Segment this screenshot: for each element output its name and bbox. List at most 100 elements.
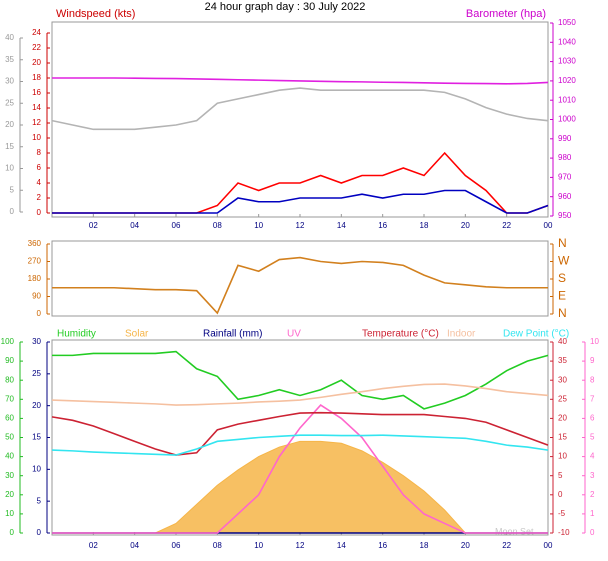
y2-tick-label: 980	[558, 153, 572, 162]
line	[52, 403, 548, 534]
line	[52, 256, 548, 315]
y-tick-label: 8	[37, 148, 42, 157]
y2-tick-label: 0	[558, 490, 563, 499]
y-tick-label: 20	[32, 58, 41, 67]
x-tick-label: 14	[337, 541, 346, 550]
y-tick-label: 10	[5, 509, 14, 518]
y4-tick-label: 4	[590, 452, 595, 461]
legend-entry: Solar	[125, 329, 149, 340]
y-tick-label: 360	[28, 239, 42, 248]
line	[52, 189, 549, 214]
y-tick-label: 18	[32, 73, 41, 82]
y-tick-label: 22	[32, 43, 41, 52]
y2-tick-label: E	[558, 289, 566, 303]
y-tick-label: 50	[5, 433, 14, 442]
y2-tick-label: -10	[558, 528, 570, 537]
line	[52, 77, 549, 85]
y3-tick-label: 10	[32, 464, 41, 473]
y4-tick-label: 2	[590, 490, 595, 499]
x-tick-label: 02	[89, 221, 98, 230]
y-tick-label: 16	[32, 88, 41, 97]
line	[51, 383, 549, 406]
x-tick-label: 12	[296, 221, 305, 230]
y-tick-label: 20	[5, 490, 14, 499]
y2-tick-label: 1030	[558, 57, 576, 66]
panel-wind	[51, 21, 549, 218]
y-tick-label: 14	[32, 103, 41, 112]
y2-tick-label: 5	[558, 471, 563, 480]
legend-entry: Dew Point (°C)	[503, 329, 569, 340]
y-tick-label: 24	[32, 28, 41, 37]
x-tick-label: 08	[213, 221, 222, 230]
x-tick-label: 06	[172, 541, 181, 550]
line	[51, 87, 549, 131]
y3-tick-label: 15	[32, 433, 41, 442]
y3-tick-label: 30	[32, 337, 41, 346]
x-tick-label: 22	[502, 221, 511, 230]
y-tick-label: 70	[5, 394, 14, 403]
legend-entry: Indoor	[447, 329, 476, 340]
y-tick-label: 0	[10, 528, 15, 537]
x-tick-label: 00	[544, 221, 553, 230]
y2-tick-label: N	[558, 236, 567, 250]
y-tick-label: 60	[5, 414, 14, 423]
x-tick-label: 20	[461, 221, 470, 230]
y4-tick-label: 9	[590, 356, 595, 365]
y2-axis-label: Barometer (hpa)	[466, 8, 546, 20]
y2-tick-label: 950	[558, 211, 572, 220]
y-tick-label: 6	[37, 163, 42, 172]
y2-tick-label: 960	[558, 192, 572, 201]
y2-tick-label: 1050	[558, 18, 576, 27]
y-tick-label: 270	[28, 257, 42, 266]
y2-tick-label: 1000	[558, 115, 576, 124]
x-tick-label: 16	[378, 541, 387, 550]
line	[51, 411, 549, 456]
y-tick-label: 90	[32, 292, 41, 301]
y4-tick-label: 5	[590, 433, 595, 442]
y3-tick-label: 0	[37, 528, 42, 537]
y-tick-label: 180	[28, 274, 42, 283]
y2-tick-label: -5	[558, 509, 566, 518]
y3-tick-label: 20	[5, 120, 14, 129]
y4-tick-label: 7	[590, 394, 595, 403]
y-tick-label: 30	[5, 471, 14, 480]
y2-tick-label: 35	[558, 356, 567, 365]
y2-tick-label: 15	[558, 433, 567, 442]
y2-tick-label: 30	[558, 375, 567, 384]
y2-tick-label: 1040	[558, 37, 576, 46]
y-tick-label: 0	[37, 208, 42, 217]
y-tick-label: 40	[5, 452, 14, 461]
y-tick-label: 100	[1, 337, 15, 346]
y2-tick-label: 10	[558, 452, 567, 461]
x-tick-label: 04	[130, 541, 139, 550]
annotation: Moon Set	[495, 526, 534, 536]
y-tick-label: 4	[37, 178, 42, 187]
y2-tick-label: 25	[558, 394, 567, 403]
panel-direction	[51, 240, 549, 317]
y3-tick-label: 5	[37, 496, 42, 505]
y-tick-label: 80	[5, 375, 14, 384]
y4-tick-label: 3	[590, 471, 595, 480]
x-tick-label: 12	[296, 541, 305, 550]
y2-tick-label: 20	[558, 414, 567, 423]
y2-tick-label: 40	[558, 337, 567, 346]
y3-tick-label: 10	[5, 164, 14, 173]
legend-entry: Rainfall (mm)	[203, 329, 262, 340]
y4-tick-label: 1	[590, 509, 595, 518]
y2-tick-label: S	[558, 271, 566, 285]
y2-tick-label: 990	[558, 134, 572, 143]
y4-tick-label: 0	[590, 528, 595, 537]
x-tick-label: 06	[172, 221, 181, 230]
y4-tick-label: 8	[590, 375, 595, 384]
y-tick-label: 90	[5, 356, 14, 365]
x-tick-label: 08	[213, 541, 222, 550]
y3-tick-label: 15	[5, 142, 14, 151]
y-tick-label: 10	[32, 133, 41, 142]
y-tick-label: 0	[37, 309, 42, 318]
x-tick-label: 14	[337, 221, 346, 230]
legend-entry: Humidity	[57, 329, 96, 340]
y2-tick-label: N	[558, 306, 567, 320]
y2-tick-label: 1010	[558, 95, 576, 104]
y3-tick-label: 30	[5, 77, 14, 86]
